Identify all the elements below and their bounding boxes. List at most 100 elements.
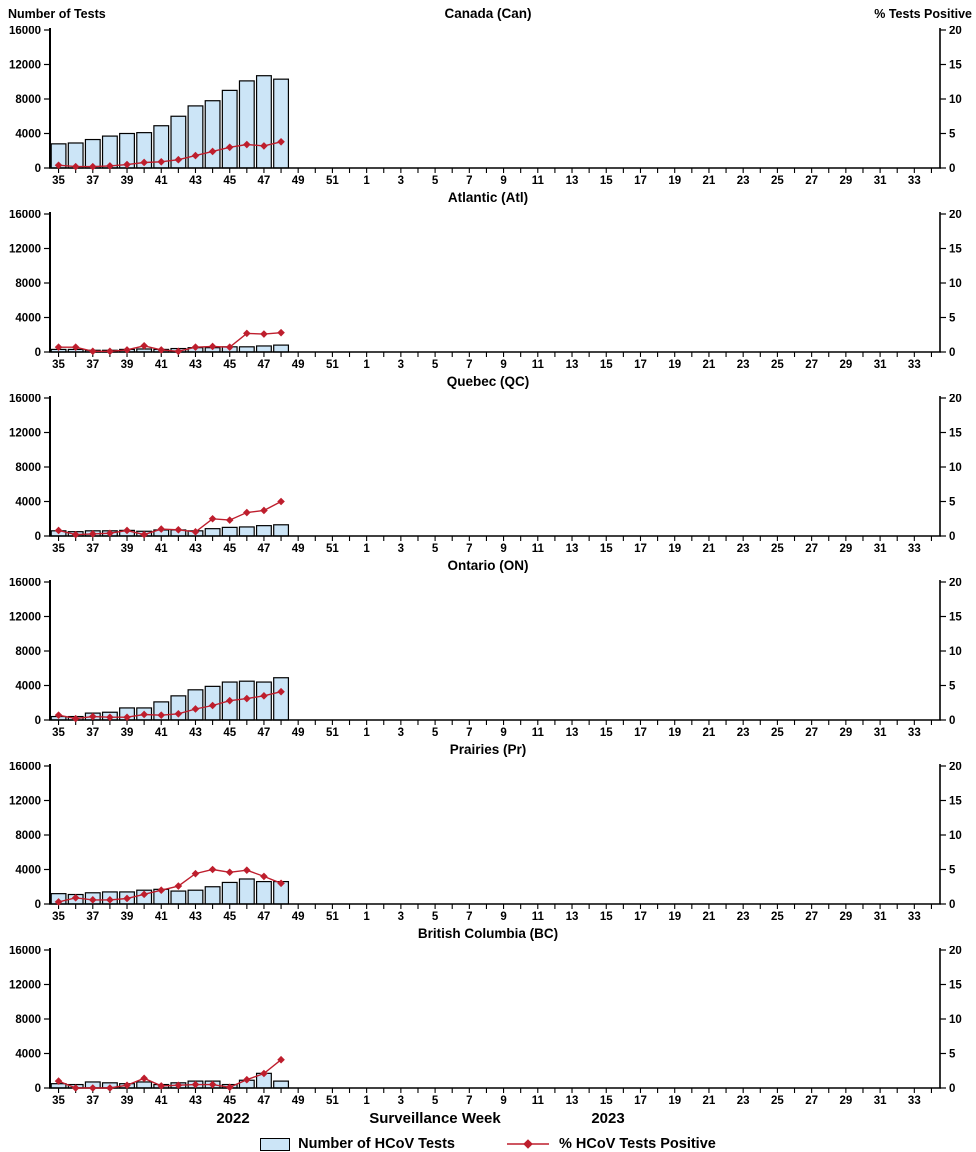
x-tick-label: 19 [668,911,681,923]
bar-week-43 [187,689,204,721]
y-tick-label-left: 4000 [15,865,41,877]
x-tick-label: 15 [600,1095,613,1107]
pct-point-week-42 [174,155,183,164]
x-tick-label: 7 [466,911,472,923]
y-tick-label-left: 8000 [15,94,41,106]
bar-week-47 [255,525,272,537]
bar-week-48 [273,344,290,353]
x-tick-label: 41 [155,175,168,187]
x-tick-label: 21 [703,727,716,739]
x-tick-label: 9 [500,543,506,555]
x-tick-label: 19 [668,175,681,187]
line-legend-marker-icon [506,1139,549,1149]
y-tick-label-right: 15 [949,796,962,808]
pct-point-week-38 [106,347,114,356]
x-tick-label: 15 [600,911,613,923]
x-tick-label: 1 [363,175,370,187]
y-tick-label-right: 5 [949,313,956,325]
pct-point-week-35 [54,1077,63,1085]
x-tick-label: 15 [600,727,613,739]
pct-point-week-39 [123,1081,131,1090]
x-tick-label: 43 [189,1095,202,1107]
panel-title-row-canada-can: Number of Tests % Tests Positive Canada (C… [0,5,976,26]
y-tick-label-right: 10 [949,94,962,106]
x-tick-label: 25 [771,727,784,739]
y-tick-label-left: 0 [35,347,41,359]
plot-quebec-qc: 35 37 39 41 43 45 47 49 51 1 3 5 7 9 11 13 15 17 19 21 23 25 2… [9,394,962,555]
x-tick-label: 19 [668,543,681,555]
bar-week-47 [255,681,272,721]
right-axis-title: % Tests Positive [874,7,972,21]
x-tick-label: 31 [874,543,887,555]
x-tick-label: 7 [466,175,472,187]
pct-point-week-36 [71,893,80,902]
x-tick-label: 1 [363,911,370,923]
panel-title-row-atlantic-atl: Atlantic (Atl) [0,189,976,210]
panel-title-row-ontario-on: Ontario (ON) [0,557,976,578]
y-tick-label-right: 0 [949,1083,955,1095]
line-legend-label: % HCoV Tests Positive [558,1136,716,1152]
x-axis-meta-row: 2022 Surveillance Week 2023 [0,1109,976,1133]
x-tick-label: 25 [771,359,784,371]
x-tick-label: 9 [500,911,506,923]
x-tick-label: 11 [532,911,545,923]
x-tick-label: 9 [500,359,506,371]
pct-point-week-42 [174,525,183,534]
pct-point-week-48 [277,687,285,696]
panel-title: Prairies (Pr) [449,742,527,757]
pct-point-week-44 [208,342,217,351]
pct-point-week-35 [54,711,63,719]
x-tick-label: 41 [155,1095,168,1107]
y-tick-label-left: 16000 [9,762,41,773]
y-tick-label-right: 15 [949,60,962,72]
x-tick-label: 3 [398,175,404,187]
y-tick-label-left: 12000 [9,428,41,440]
bar-week-40 [136,1081,153,1089]
bar-week-44 [204,528,221,537]
pct-point-week-36 [71,343,80,351]
y-tick-label-right: 15 [949,244,962,256]
pct-point-week-48 [277,328,285,337]
y-tick-label-left: 4000 [15,681,41,693]
x-tick-label: 51 [326,911,339,923]
pct-point-week-48 [277,1055,285,1064]
x-tick-label: 9 [500,175,506,187]
x-tick-label: 45 [223,1095,236,1107]
pct-point-week-46 [243,508,251,517]
x-tick-label: 19 [668,1095,681,1107]
pct-point-week-36 [71,162,80,171]
x-tick-label: 5 [432,727,439,739]
x-tick-label: 31 [874,1095,887,1107]
pct-point-week-37 [88,347,97,356]
pct-point-week-47 [260,506,268,515]
x-tick-label: 43 [189,727,202,739]
charts-container: Number of Tests % Tests Positive Canada (C… [0,5,976,1109]
x-tick-label: 1 [363,359,370,371]
pct-point-week-42 [174,709,183,718]
x-tick-label: 41 [155,359,168,371]
pct-point-week-35 [54,526,63,535]
right-axis-ticks: 0 5 10 15 20 [940,394,962,543]
x-tick-label: 5 [432,1095,439,1107]
pct-point-week-47 [260,692,268,700]
panel-title: Quebec (QC) [446,374,530,389]
pct-point-week-36 [71,1084,80,1092]
x-tick-label: 25 [771,1095,784,1107]
x-axis-ticks: 35 37 39 41 43 45 47 49 51 1 3 5 7 9 11 13 15 17 19 21 23 25 2… [52,720,932,739]
plot-british-columbia-bc: 35 37 39 41 43 45 47 49 51 1 3 5 7 9 11 13 15 17 19 21 23 25 2… [9,946,962,1107]
x-tick-label: 1 [363,1095,370,1107]
x-tick-label: 17 [634,359,647,371]
x-tick-label: 41 [155,911,168,923]
x-tick-label: 11 [532,1095,545,1107]
x-tick-label: 39 [121,543,134,555]
pct-point-week-42 [174,1081,183,1090]
x-tick-label: 51 [326,359,339,371]
x-tick-label: 39 [121,175,134,187]
y-tick-label-right: 5 [949,1049,956,1061]
bar-week-44 [204,886,221,905]
x-tick-label: 3 [398,359,404,371]
x-axis-ticks: 35 37 39 41 43 45 47 49 51 1 3 5 7 9 11 13 15 17 19 21 23 25 2… [52,1088,932,1107]
bar-week-43 [187,889,204,905]
pct-point-week-40 [140,710,148,719]
